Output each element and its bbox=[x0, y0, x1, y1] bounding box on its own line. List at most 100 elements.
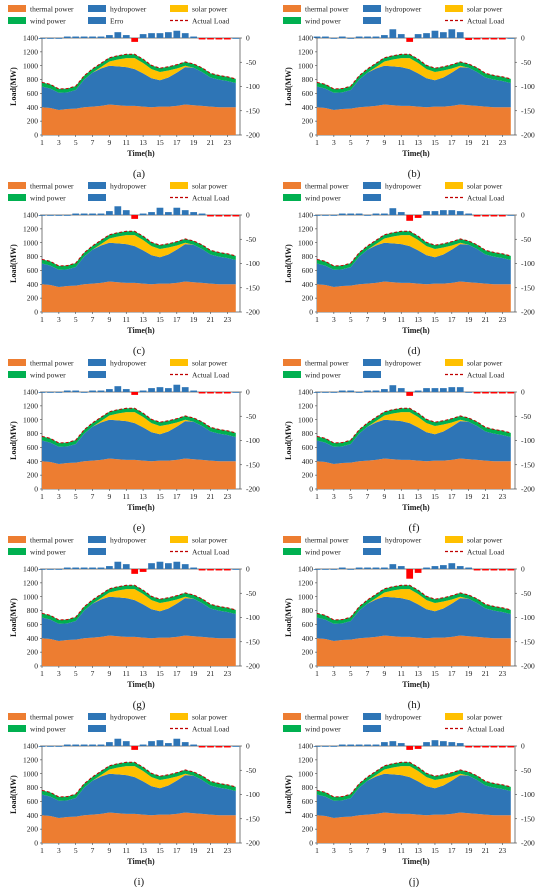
x-tick-label: 1 bbox=[315, 315, 319, 324]
actual-load-line bbox=[316, 584, 511, 621]
x-tick-label: 19 bbox=[465, 669, 473, 678]
legend-label-solar: solar power bbox=[467, 359, 503, 368]
x-tick-label: 7 bbox=[91, 315, 95, 324]
error-bar bbox=[397, 743, 405, 746]
legend-label-solar: solar power bbox=[192, 5, 228, 14]
y2-tick-label: 0 bbox=[521, 211, 525, 220]
error-bar bbox=[139, 744, 147, 746]
error-bar bbox=[80, 392, 88, 393]
legend-label-actual: Actual Load bbox=[467, 371, 505, 380]
x-tick-label: 23 bbox=[499, 138, 507, 147]
y2-tick-label: -200 bbox=[521, 131, 535, 140]
error-bar bbox=[38, 746, 46, 747]
legend-label-thermal: thermal power bbox=[30, 359, 74, 368]
error-bar bbox=[347, 213, 355, 215]
legend-label-thermal: thermal power bbox=[305, 713, 349, 722]
x-tick-label: 21 bbox=[482, 138, 490, 147]
x-tick-label: 5 bbox=[74, 138, 78, 147]
x-tick-label: 11 bbox=[123, 138, 130, 147]
error-bar bbox=[355, 567, 363, 569]
x-tick-label: 1 bbox=[315, 669, 319, 678]
legend-swatch-hydro bbox=[363, 713, 381, 720]
legend-label-hydro: hydropower bbox=[110, 359, 147, 368]
x-tick-label: 19 bbox=[465, 492, 473, 501]
wind-area bbox=[317, 54, 511, 93]
error-bar bbox=[89, 36, 96, 38]
error-bar bbox=[232, 746, 240, 747]
x-tick-label: 23 bbox=[224, 315, 232, 324]
legend-swatch-solar bbox=[170, 5, 188, 12]
y-tick-label: 400 bbox=[27, 457, 39, 466]
y-tick-label: 0 bbox=[34, 839, 38, 848]
x-tick-label: 19 bbox=[465, 846, 473, 855]
error-bar bbox=[440, 32, 447, 38]
y2-tick-label: -200 bbox=[521, 839, 535, 848]
error-bar bbox=[465, 392, 473, 393]
legend-label-actual: Actual Load bbox=[467, 725, 505, 734]
error-bar bbox=[181, 387, 189, 392]
solar-area bbox=[42, 589, 236, 624]
error-bar bbox=[347, 390, 355, 392]
legend-swatch-wind bbox=[283, 371, 301, 378]
y-tick-label: 1000 bbox=[298, 769, 313, 778]
error-bar bbox=[498, 569, 506, 571]
x-tick-label: 15 bbox=[431, 669, 439, 678]
error-bar bbox=[156, 740, 164, 746]
x-tick-label: 23 bbox=[224, 846, 232, 855]
error-bar bbox=[165, 743, 172, 746]
error-bar bbox=[372, 36, 380, 38]
y-tick-label: 1000 bbox=[23, 238, 38, 247]
x-tick-label: 19 bbox=[465, 138, 473, 147]
legend-label-solar: solar power bbox=[192, 536, 228, 545]
y-tick-label: 800 bbox=[27, 75, 39, 84]
thermal-area bbox=[317, 458, 511, 489]
x-tick-label: 5 bbox=[349, 315, 353, 324]
solar-area bbox=[42, 412, 236, 447]
error-bar bbox=[181, 33, 189, 38]
error-bar bbox=[313, 569, 321, 570]
error-bar bbox=[215, 746, 223, 748]
error-bar bbox=[165, 212, 172, 215]
legend-label-wind: wind power bbox=[30, 725, 66, 734]
y-axis-title: Load(MW) bbox=[9, 421, 18, 460]
error-bar bbox=[148, 33, 155, 38]
error-bar bbox=[190, 744, 198, 746]
x-tick-label: 17 bbox=[448, 315, 456, 324]
error-bar bbox=[232, 215, 240, 217]
legend-label-wind: wind power bbox=[305, 371, 341, 380]
legend-label-thermal: thermal power bbox=[305, 5, 349, 14]
x-tick-label: 9 bbox=[383, 315, 387, 324]
error-bar bbox=[313, 215, 321, 216]
legend-swatch-solar bbox=[445, 536, 463, 543]
error-bar bbox=[414, 390, 422, 392]
x-tick-label: 1 bbox=[40, 138, 44, 147]
legend-swatch-solar bbox=[170, 713, 188, 720]
panel-label: (e) bbox=[133, 522, 146, 534]
error-bar bbox=[165, 32, 172, 38]
x-tick-label: 17 bbox=[448, 846, 456, 855]
x-tick-label: 23 bbox=[499, 669, 507, 678]
x-tick-label: 3 bbox=[57, 138, 61, 147]
legend-swatch-wind bbox=[283, 17, 301, 24]
error-bar bbox=[397, 566, 405, 569]
error-bar bbox=[498, 392, 506, 394]
x-tick-label: 23 bbox=[499, 846, 507, 855]
error-bar bbox=[431, 740, 439, 746]
error-bar bbox=[198, 38, 206, 40]
error-bar bbox=[482, 215, 489, 217]
y-tick-label: 0 bbox=[309, 839, 313, 848]
y-axis-title: Load(MW) bbox=[9, 67, 18, 106]
legend-label-thermal: thermal power bbox=[305, 359, 349, 368]
solar-area bbox=[317, 589, 511, 624]
x-tick-label: 23 bbox=[224, 669, 232, 678]
x-tick-label: 15 bbox=[431, 492, 439, 501]
y-tick-label: 800 bbox=[302, 606, 314, 615]
error-bar bbox=[431, 566, 439, 569]
y2-tick-label: 0 bbox=[246, 565, 250, 574]
x-tick-label: 5 bbox=[74, 492, 78, 501]
error-bar bbox=[106, 566, 113, 569]
error-bar bbox=[72, 744, 80, 746]
legend-label-actual: Actual Load bbox=[192, 725, 230, 734]
error-bar bbox=[223, 392, 231, 394]
y-axis-title: Load(MW) bbox=[284, 421, 293, 460]
